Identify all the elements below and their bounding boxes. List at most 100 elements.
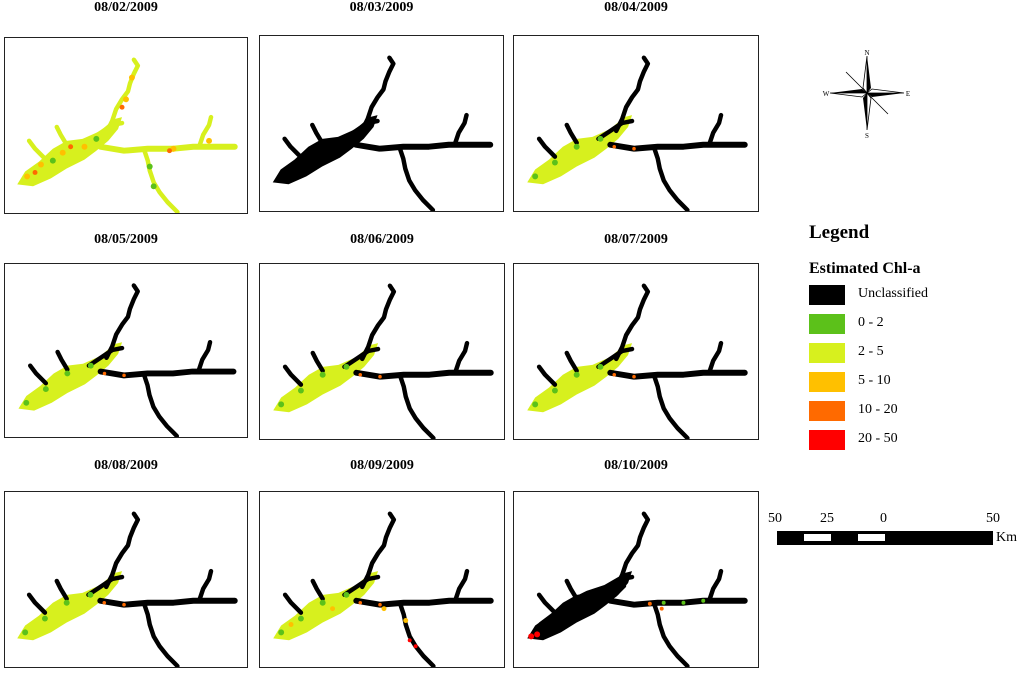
- reservoir-shape: [17, 511, 238, 667]
- map-panel-6: 08/07/2009: [513, 232, 759, 440]
- reservoir-arm: [104, 283, 140, 361]
- map-panel-3: 08/04/2009: [513, 0, 759, 212]
- reservoir-shape: [17, 57, 238, 213]
- scale-label-right: 50: [986, 511, 1000, 526]
- class-patch: [63, 599, 70, 606]
- map-panel-7: 08/08/2009: [4, 458, 248, 668]
- map-panel-9: 08/10/2009: [513, 458, 759, 668]
- reservoir-arm: [342, 574, 381, 598]
- reservoir-arm: [564, 122, 579, 146]
- class-patch: [532, 173, 539, 180]
- reservoir-arm: [54, 578, 69, 602]
- class-patch: [146, 163, 153, 170]
- reservoir-map: [527, 55, 748, 211]
- reservoir-arm: [97, 597, 238, 608]
- class-patch: [597, 363, 604, 370]
- class-patch: [659, 606, 664, 611]
- reservoir-arm: [706, 340, 724, 375]
- class-patch: [122, 602, 126, 607]
- panel-date: 08/03/2009: [349, 0, 414, 15]
- reservoir-arm: [536, 592, 558, 615]
- class-patch: [64, 370, 71, 377]
- legend-subtitle: Estimated Chl-a: [809, 260, 921, 277]
- class-patch: [551, 159, 558, 166]
- reservoir-arm: [397, 600, 436, 667]
- class-patch: [681, 600, 686, 605]
- class-patch: [93, 135, 100, 142]
- reservoir-arm: [54, 124, 69, 148]
- reservoir-map: [17, 511, 238, 667]
- reservoir-shape: [272, 55, 494, 211]
- map-frame: [4, 37, 248, 214]
- reservoir-arm: [564, 350, 579, 374]
- map-panel-8: 08/09/2009: [259, 458, 505, 668]
- class-patch: [532, 401, 539, 408]
- compass-south-label: S: [865, 132, 869, 138]
- legend-label: 20 - 50: [858, 431, 898, 446]
- class-patch: [661, 600, 666, 605]
- reservoir-arm: [196, 568, 214, 603]
- reservoir-arm: [141, 146, 180, 213]
- legend-swatch: [809, 401, 845, 421]
- map-frame: [259, 491, 505, 668]
- class-patch: [403, 618, 409, 624]
- class-patch: [119, 104, 125, 110]
- class-patch: [170, 145, 177, 152]
- class-patch: [23, 399, 30, 406]
- class-patch: [573, 143, 580, 150]
- map-panel-1: 08/02/2009: [4, 0, 248, 214]
- class-patch: [378, 374, 382, 379]
- map-frame: [513, 35, 759, 212]
- class-patch: [551, 387, 558, 394]
- class-patch: [319, 371, 326, 378]
- reservoir-shape: [273, 511, 494, 667]
- class-patch: [87, 591, 94, 598]
- reservoir-arm: [596, 118, 635, 142]
- class-patch: [381, 606, 387, 612]
- class-patch: [612, 144, 617, 149]
- class-patch: [38, 161, 44, 168]
- reservoir-shape: [527, 511, 748, 667]
- class-patch: [102, 600, 107, 605]
- map-frame: [513, 491, 759, 668]
- legend-label: 10 - 20: [858, 402, 898, 417]
- reservoir-arm: [341, 118, 380, 142]
- panel-date: 08/09/2009: [350, 458, 414, 473]
- reservoir-shape: [273, 283, 494, 439]
- class-patch: [319, 599, 326, 606]
- class-patch: [597, 135, 604, 142]
- class-patch: [81, 143, 88, 150]
- reservoir-arm: [452, 568, 470, 603]
- class-patch: [278, 629, 285, 636]
- reservoir-arm: [342, 346, 381, 370]
- class-patch: [278, 401, 285, 408]
- reservoir-arm: [706, 568, 724, 603]
- reservoir-arm: [607, 597, 748, 608]
- class-patch: [528, 633, 535, 640]
- legend-swatch: [809, 372, 845, 392]
- scale-bar: [777, 531, 993, 545]
- reservoir-arm: [55, 349, 70, 372]
- unclassified-area: [529, 573, 627, 637]
- scale-label-left: 50: [768, 511, 782, 526]
- reservoir-arm: [282, 364, 304, 387]
- reservoir-arm: [397, 144, 436, 211]
- reservoir-arm: [141, 600, 180, 667]
- reservoir-arm: [104, 57, 141, 136]
- panel-date: 08/05/2009: [94, 232, 158, 247]
- class-patch: [32, 169, 38, 175]
- reservoir-arm: [536, 136, 558, 159]
- map-frame: [4, 491, 248, 668]
- map-frame: [4, 263, 248, 438]
- reservoir-arm: [353, 369, 494, 380]
- class-patch: [49, 157, 56, 164]
- compass-north-label: N: [864, 49, 869, 57]
- reservoir-arm: [310, 122, 325, 146]
- class-patch: [343, 363, 350, 370]
- class-patch: [573, 371, 580, 378]
- reservoir-arm: [651, 144, 690, 211]
- map-frame: [259, 263, 505, 440]
- legend-label: 0 - 2: [858, 315, 884, 330]
- class-patch: [150, 183, 157, 190]
- reservoir-arm: [452, 340, 470, 375]
